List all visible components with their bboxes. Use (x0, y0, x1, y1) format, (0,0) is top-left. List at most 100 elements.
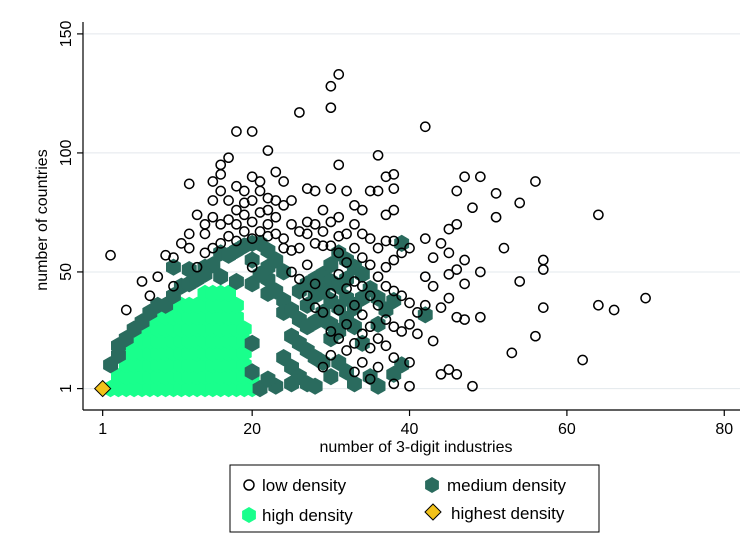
low-density-point (301, 183, 313, 194)
low-density-point (254, 185, 266, 197)
low-density-point (309, 218, 321, 230)
low-density-point (593, 209, 604, 221)
low-density-point (349, 366, 360, 378)
low-density-point (380, 171, 392, 183)
low-density-point (341, 228, 352, 240)
low-density-point (380, 235, 392, 247)
low-density-point (490, 188, 502, 199)
low-density-point (459, 314, 470, 325)
low-density-point (168, 252, 179, 264)
high-density-hexbin (229, 296, 244, 314)
low-density-point (286, 266, 297, 278)
x-tick: 40 (401, 410, 419, 438)
low-density-point (294, 107, 305, 118)
low-density-point (191, 261, 203, 273)
low-density-point (325, 102, 337, 114)
low-density-point (278, 233, 289, 244)
y-tick: 50 (58, 263, 83, 281)
low-density-point (246, 126, 258, 137)
low-density-point (372, 299, 384, 311)
low-density-point (254, 207, 266, 218)
low-density-point (294, 226, 305, 237)
low-density-point (514, 197, 526, 209)
low-density-point (262, 218, 274, 230)
medium-density-hexbin (260, 284, 276, 302)
low-density-point (333, 159, 345, 171)
low-density-point (537, 302, 549, 313)
low-density-point (341, 283, 352, 294)
low-density-point (317, 240, 329, 252)
low-density-point (341, 185, 352, 197)
low-density-point (333, 333, 345, 344)
low-density-point (231, 218, 242, 230)
medium-density-hexbin (260, 370, 276, 388)
highest-density-point (93, 379, 112, 398)
low-density-point (388, 168, 400, 180)
low-density-point (262, 204, 274, 216)
low-density-point (325, 183, 337, 194)
low-density-point (168, 280, 179, 292)
low-density-point (176, 238, 187, 249)
low-density-point (498, 242, 510, 254)
low-density-point (388, 204, 400, 216)
x-tick: 60 (558, 410, 576, 438)
low-density-point (388, 321, 400, 333)
legend-low-density-label: low density (262, 476, 347, 495)
low-density-point (459, 278, 470, 290)
low-density-point (223, 230, 234, 242)
low-density-point (404, 380, 415, 392)
low-density-point (396, 247, 408, 259)
low-density-point (364, 259, 376, 271)
low-density-point (341, 345, 352, 356)
low-density-point (325, 216, 337, 228)
low-density-point (419, 121, 431, 133)
low-density-point (144, 290, 156, 302)
low-density-point (246, 195, 258, 206)
low-density-point (262, 145, 274, 156)
high-density-hexbin (229, 308, 244, 326)
low-density-point (262, 230, 274, 242)
highest-density-point (93, 379, 112, 398)
legend-medium-density-marker (425, 477, 439, 493)
low-density-point (372, 361, 384, 373)
low-density-point (435, 302, 447, 313)
low-density-point (349, 218, 360, 230)
low-density-point (435, 238, 447, 249)
medium-density-hexbin (323, 368, 339, 386)
low-density-point (301, 228, 313, 240)
medium-density-hexbin (339, 363, 354, 381)
low-density-point (215, 168, 227, 180)
low-density-point (640, 292, 651, 304)
low-density-point (309, 185, 321, 197)
medium-density-hexbin (229, 272, 244, 291)
medium-density-hexbin (276, 263, 292, 281)
medium-density-hexbin (284, 375, 299, 393)
low-density-point (356, 357, 368, 368)
low-density-point (443, 247, 455, 259)
low-density-point (451, 185, 463, 197)
low-density-point (537, 254, 549, 266)
low-density-point (443, 364, 455, 375)
x-tick-label: 1 (98, 421, 107, 438)
low-density-point (349, 276, 360, 287)
low-density-point (199, 218, 211, 230)
low-density-point (451, 218, 463, 230)
low-density-point (514, 276, 526, 287)
x-tick-label: 20 (243, 421, 261, 438)
low-density-point (404, 242, 415, 254)
low-density-point (474, 171, 486, 183)
low-density-point (223, 214, 234, 225)
high-density-hexbin (221, 284, 236, 302)
low-density-point (199, 228, 211, 240)
low-density-point (451, 311, 463, 323)
low-density-point (356, 228, 368, 240)
low-density-point (427, 252, 439, 264)
medium-density-hexbin (268, 251, 284, 269)
low-density-point (301, 216, 313, 228)
low-density-point (207, 242, 219, 254)
low-density-point (443, 223, 455, 235)
x-axis-label: number of 3-digit industries (320, 439, 513, 456)
low-density-point (451, 264, 463, 275)
low-density-point (380, 209, 392, 221)
low-density-point (246, 233, 258, 244)
